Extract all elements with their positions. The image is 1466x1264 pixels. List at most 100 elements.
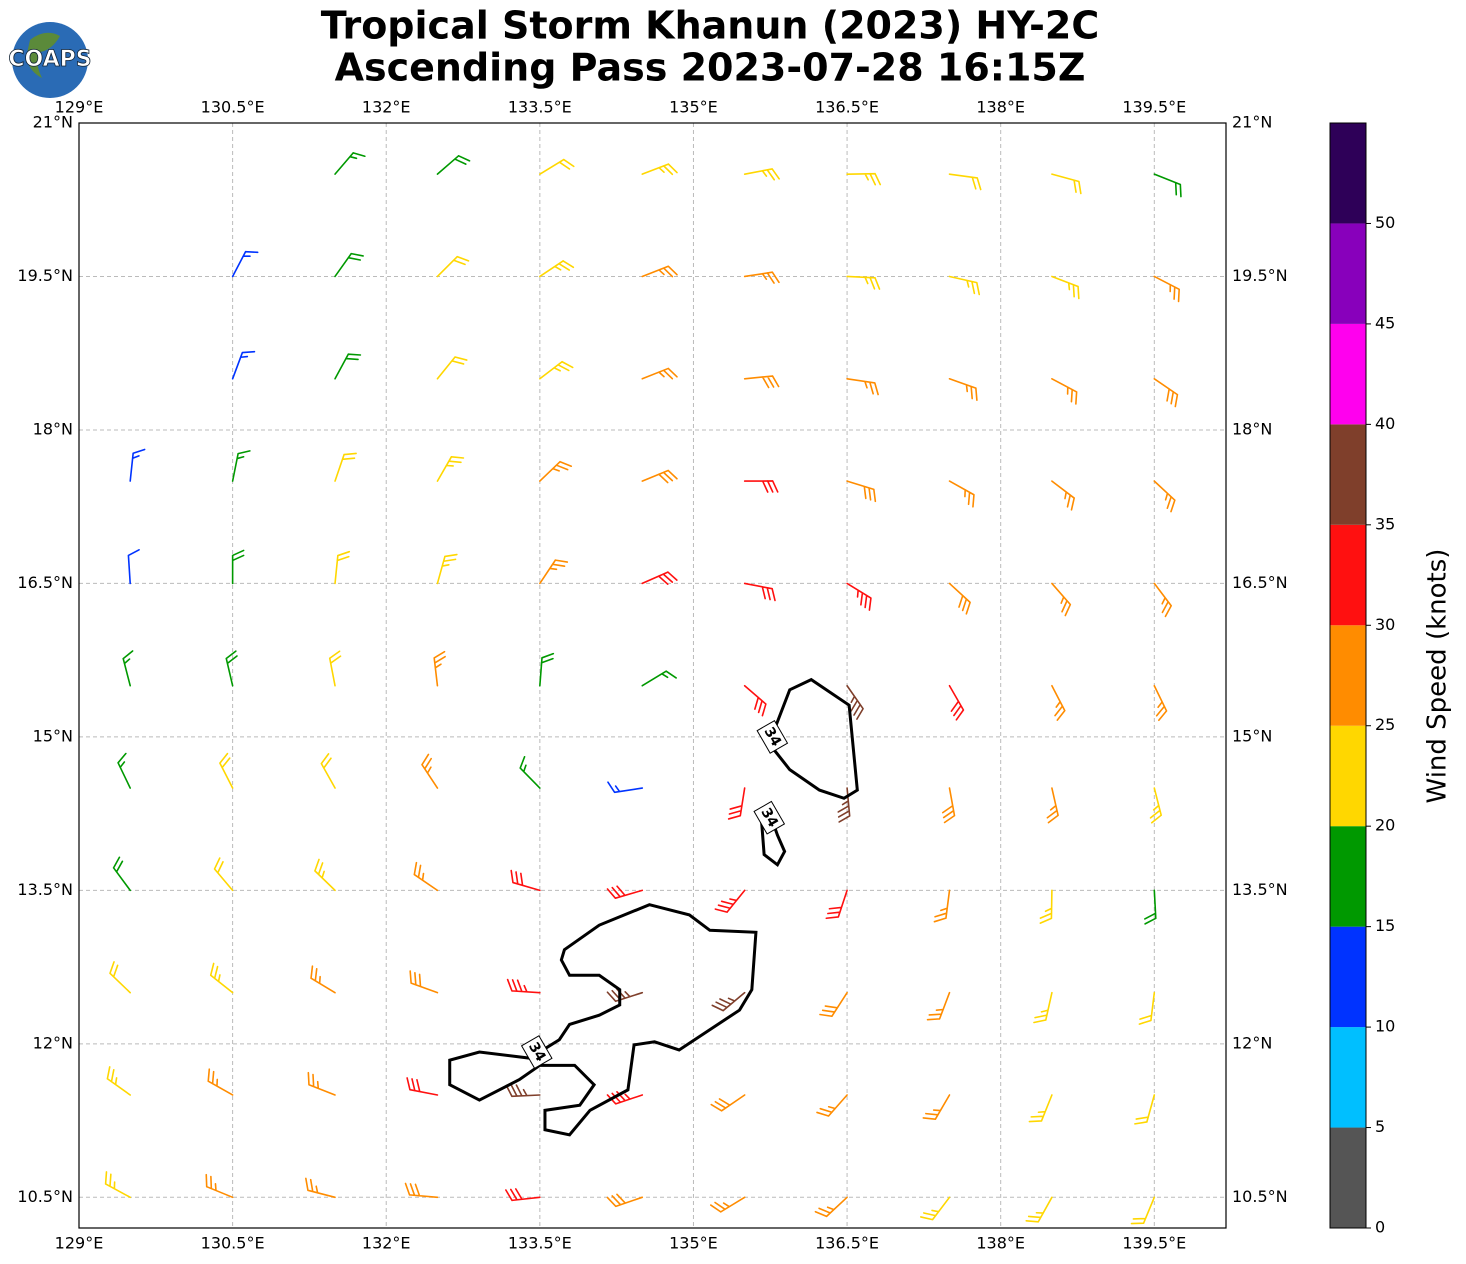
wind-barb <box>709 1196 746 1213</box>
y-tick-label-right: 19.5°N <box>1232 266 1288 285</box>
colorbar-bin <box>1330 826 1366 927</box>
wind-barb <box>1028 1094 1053 1123</box>
wind-barb <box>606 1193 644 1208</box>
wind-barb <box>607 781 644 794</box>
wind-barb <box>1153 480 1176 513</box>
wind-barb <box>1153 377 1179 408</box>
contour-label-box <box>756 719 789 754</box>
wind-barb <box>606 988 644 1003</box>
x-tick-label-top: 133.5°E <box>508 98 572 117</box>
wind-barb <box>846 684 864 720</box>
wind-barb <box>816 1094 848 1117</box>
wind-barb <box>711 991 746 1012</box>
wind-barb <box>1046 787 1059 824</box>
wind-barb <box>122 650 134 687</box>
colorbar-tick-label: 5 <box>1375 1117 1385 1136</box>
axes-layer: 129°E 129°E 130.5°E 130.5°E 132°E 132°E 133.5°… <box>17 98 1287 1253</box>
wind-barb <box>641 163 678 176</box>
wind-barb <box>436 456 465 482</box>
colorbar-bin <box>1330 424 1366 525</box>
wind-barb <box>641 670 677 687</box>
wind-barb <box>714 889 746 913</box>
wind-barb <box>231 549 245 585</box>
y-tick-label-right: 21°N <box>1232 113 1272 132</box>
wind-barb <box>846 377 879 396</box>
wind-barb <box>825 889 848 920</box>
wind-barb <box>127 548 140 585</box>
wind-contour <box>772 677 859 800</box>
colorbar-label: Wind Speed (knots) <box>1423 549 1453 804</box>
wind-barb <box>104 1171 132 1199</box>
wind-barb <box>948 582 971 615</box>
wind-barb <box>225 650 238 687</box>
wind-barb <box>846 480 877 503</box>
colorbar-tick-label: 25 <box>1375 715 1395 734</box>
wind-barb <box>117 752 132 789</box>
wind-barb <box>1153 275 1180 303</box>
colorbar-bin <box>1330 323 1366 425</box>
wind-barb <box>948 480 975 508</box>
wind-barb <box>334 252 364 278</box>
wind-barb <box>743 271 780 284</box>
colorbar-bin <box>1330 524 1366 626</box>
wind-barb <box>320 753 336 789</box>
wind-barb <box>1051 173 1082 195</box>
wind-barb <box>505 1084 541 1098</box>
y-tick-label: 16.5°N <box>17 573 73 592</box>
x-tick-label: 138°E <box>976 1234 1025 1253</box>
x-tick-label-top: 129°E <box>55 98 104 117</box>
wind-barb <box>305 1177 336 1199</box>
colorbar-tick-label: 35 <box>1375 514 1395 533</box>
wind-barb <box>641 469 678 484</box>
wind-barb <box>539 652 555 687</box>
colorbar-tick-label: 50 <box>1375 213 1395 232</box>
colorbar-tick-label: 20 <box>1375 816 1395 835</box>
wind-barb <box>933 889 951 923</box>
wind-barb <box>436 255 470 278</box>
wind-barb <box>219 752 234 789</box>
y-tick-label: 10.5°N <box>17 1187 73 1206</box>
wind-barb <box>436 356 468 380</box>
wind-barb <box>1051 377 1078 405</box>
wind-barb <box>334 452 357 482</box>
colorbar: 0 5 10 15 20 25 30 35 40 45 50 <box>1329 122 1395 1237</box>
y-tick-label-right: 15°N <box>1232 726 1272 745</box>
x-tick-label-top: 138°E <box>976 98 1025 117</box>
wind-barb <box>919 1196 951 1221</box>
wind-barb <box>846 172 882 186</box>
y-tick-label: 13.5°N <box>17 880 73 899</box>
wind-barb <box>926 991 951 1021</box>
contour-label-box <box>753 800 786 835</box>
wind-barb <box>406 1077 439 1096</box>
wind-barb <box>1130 1196 1156 1225</box>
wind-barb <box>231 450 251 482</box>
y-tick-label: 21°N <box>33 113 73 132</box>
colorbar-bin <box>1330 625 1366 726</box>
colorbar-tick-label: 40 <box>1375 414 1395 433</box>
y-tick-label-right: 16.5°N <box>1232 573 1288 592</box>
x-tick-label: 133.5°E <box>508 1234 572 1253</box>
wind-barb <box>1025 1196 1053 1223</box>
logo: COAPS <box>8 22 92 98</box>
wind-barb <box>510 869 541 892</box>
x-tick-label-top: 132°E <box>362 98 411 117</box>
x-tick-label-top: 130.5°E <box>201 98 265 117</box>
wind-barb <box>1051 275 1080 300</box>
wind-barb <box>922 1094 951 1120</box>
colorbar-bin <box>1330 223 1366 324</box>
wind-barb <box>1051 480 1075 511</box>
y-tick-label: 15°N <box>33 726 73 745</box>
wind-barb <box>1039 889 1053 924</box>
wind-barb <box>1134 1094 1156 1125</box>
wind-barb <box>948 275 981 296</box>
x-tick-label-top: 136.5°E <box>815 98 879 117</box>
logo-text: COAPS <box>8 47 91 72</box>
wind-barb <box>539 260 575 278</box>
wind-barb <box>948 377 978 402</box>
wind-barb <box>539 559 569 585</box>
wind-barb <box>1149 787 1162 824</box>
wind-barb <box>413 861 439 892</box>
plot-frame <box>78 122 1227 1229</box>
wind-barb <box>641 265 678 278</box>
wind-barb <box>846 582 872 611</box>
